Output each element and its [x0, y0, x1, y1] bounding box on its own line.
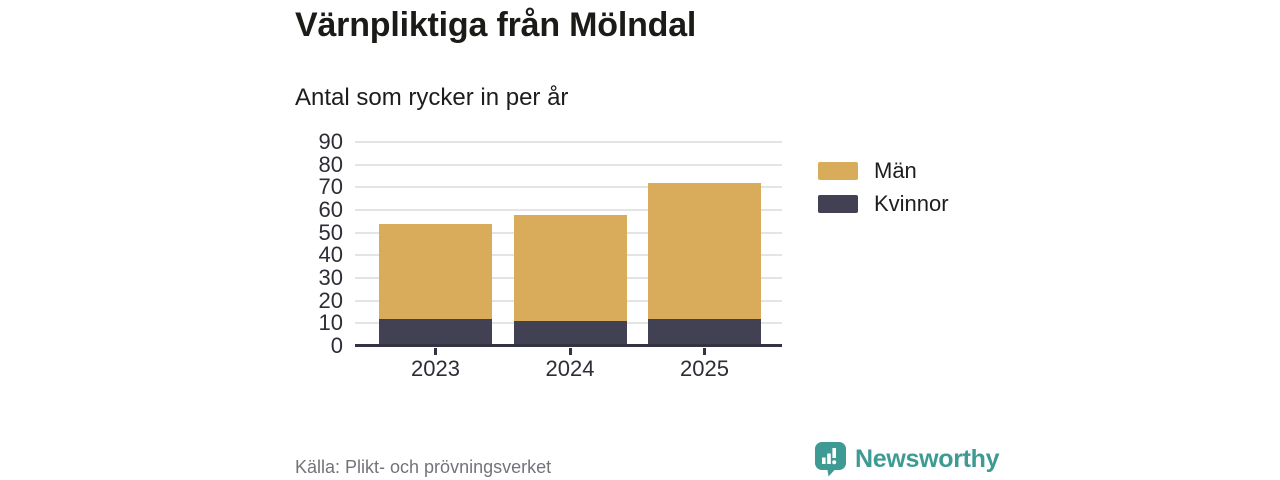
- y-tick-label: 50: [318, 219, 343, 245]
- legend-swatch-men: [818, 162, 858, 180]
- gridline: [355, 209, 782, 211]
- brand-name: Newsworthy: [855, 444, 1000, 473]
- y-tick-label: 20: [318, 287, 343, 313]
- y-tick-label: 40: [318, 242, 343, 268]
- legend-label-men: Män: [874, 158, 917, 183]
- x-tick: [703, 348, 706, 355]
- y-tick-label: 10: [318, 310, 343, 336]
- bar-segment-kvinnor: [379, 318, 492, 346]
- y-tick-label: 30: [318, 265, 343, 290]
- newsworthy-bubble-chart-icon: [814, 441, 847, 477]
- x-tick: [568, 348, 572, 355]
- x-tick-label: 2024: [545, 356, 595, 381]
- bar-segment-man: [379, 223, 492, 319]
- x-tick-label: 2025: [680, 356, 729, 381]
- plot-area: 0 10 20 30 40 50 60 70 80 90 2023 2024 2025: [319, 131, 782, 380]
- legend-item-women: Kvinnor: [818, 193, 949, 215]
- y-tick-label: 70: [318, 174, 343, 200]
- legend: Män Kvinnor: [818, 160, 949, 215]
- y-tick-label: 80: [318, 151, 343, 177]
- gridline: [355, 163, 782, 166]
- bar-segment-kvinnor: [513, 321, 627, 346]
- gridline: [355, 186, 782, 189]
- x-tick-label: 2023: [411, 356, 460, 381]
- legend-swatch-women: [818, 195, 858, 213]
- source-note: Källa: Plikt- och prövningsverket: [295, 457, 552, 477]
- x-axis-line: [355, 344, 782, 347]
- gridline: [355, 141, 782, 143]
- bar-segment-man: [648, 182, 761, 319]
- y-tick-label: 0: [330, 333, 343, 358]
- x-tick: [434, 348, 437, 355]
- y-tick-label: 90: [318, 129, 343, 154]
- chart-subtitle: Antal som rycker in per år: [295, 84, 569, 111]
- legend-label-women: Kvinnor: [874, 191, 949, 216]
- y-tick-label: 60: [318, 197, 343, 222]
- bar-segment-kvinnor: [648, 318, 761, 346]
- bar-segment-man: [513, 214, 627, 322]
- chart-title: Värnpliktiga från Mölndal: [295, 6, 697, 44]
- newsworthy-logo: Newsworthy: [814, 441, 1000, 477]
- legend-item-men: Män: [818, 160, 949, 182]
